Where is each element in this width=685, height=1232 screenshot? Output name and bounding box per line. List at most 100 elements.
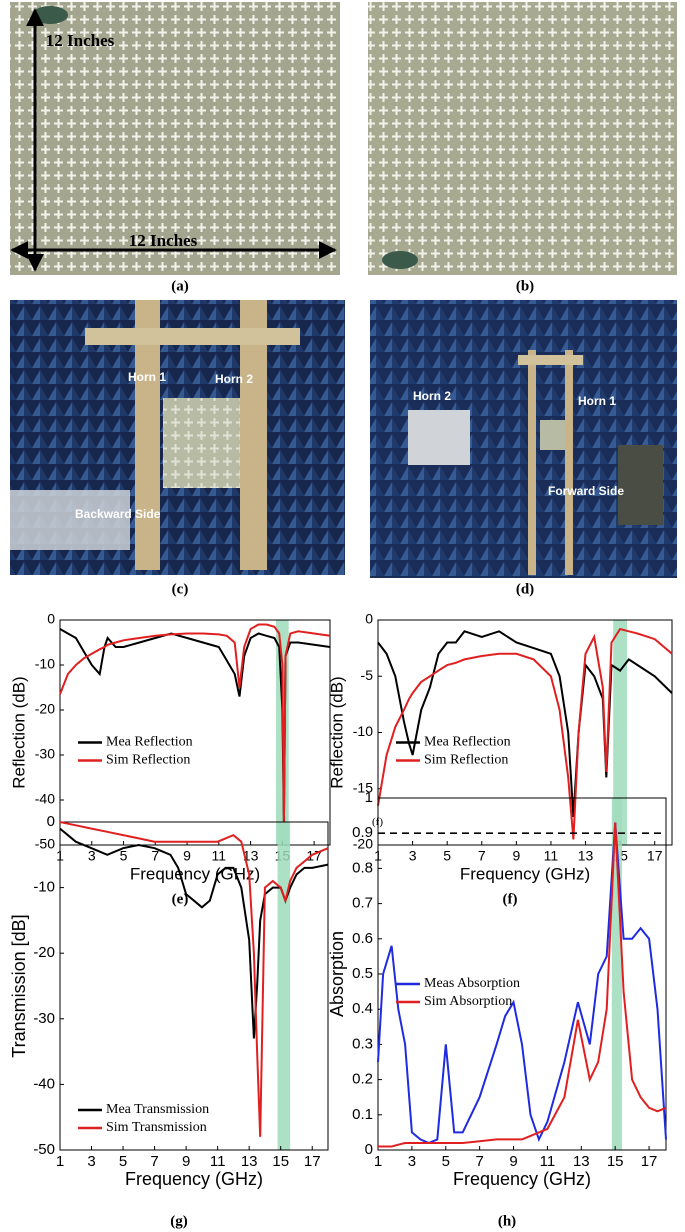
photo-label: Horn 1 [578, 394, 616, 408]
x-tick-label: 7 [151, 848, 159, 864]
x-tick-label: 17 [306, 848, 322, 864]
caption: (d) [516, 581, 534, 597]
y-tick-label: 0 [365, 1141, 373, 1158]
x-tick-label: 3 [88, 848, 96, 864]
x-tick-label: 13 [243, 848, 259, 864]
y-tick-label: -20 [35, 701, 55, 717]
caption: (e) [172, 891, 189, 907]
y-tick-label: -20 [33, 944, 55, 961]
x-axis-title: Frequency (GHz) [460, 864, 590, 883]
highlight-band [277, 822, 291, 1150]
x-tick-label: 9 [183, 848, 191, 864]
x-tick-label: 3 [87, 1153, 95, 1170]
x-tick-label: 15 [607, 1153, 624, 1170]
x-tick-label: 3 [408, 1153, 416, 1170]
y-axis-title: Transmission [dB] [9, 914, 29, 1057]
y-axis-title: Absorption [327, 931, 347, 1017]
plot-frame [59, 619, 331, 846]
x-tick-label: 9 [512, 848, 520, 864]
y-tick-label: -40 [35, 791, 55, 807]
y-tick-label: 0.6 [352, 930, 373, 947]
x-tick-label: 11 [212, 848, 227, 864]
series-line [378, 822, 667, 1148]
y-tick-label: -10 [33, 879, 55, 896]
x-tick-label: 13 [578, 848, 594, 864]
highlight-band [611, 798, 622, 1150]
photo-b [368, 2, 677, 275]
photo-a: 12 Inches 12 Inches [10, 2, 340, 275]
y-tick-label: -10 [35, 656, 55, 672]
x-tick-label: 3 [409, 848, 417, 864]
y-tick-label: -20 [353, 836, 373, 852]
y-tick-label: 0.4 [352, 1000, 373, 1017]
y-tick-label: -30 [33, 1010, 55, 1027]
x-tick-label: 5 [443, 848, 451, 864]
x-tick-label: 7 [478, 848, 486, 864]
y-tick-label: 1 [365, 789, 373, 806]
y-tick-label: 0.5 [352, 965, 373, 982]
y-axis-title: Reflection (dB) [9, 676, 28, 788]
y-tick-label: 0.1 [352, 1106, 373, 1123]
y-tick-label: -10 [353, 723, 373, 739]
x-tick-label: 7 [150, 1153, 158, 1170]
legend-label: Mea Transmission [106, 1102, 209, 1117]
series-line [377, 630, 673, 817]
photo-d: Horn 2 Horn 1 Forward Side [370, 300, 677, 578]
caption: (a) [171, 278, 189, 294]
x-tick-label: 9 [509, 1153, 517, 1170]
x-tick-label: 5 [442, 1153, 450, 1170]
x-tick-label: 17 [304, 1153, 321, 1170]
legend-label: Meas Absorption [424, 976, 520, 991]
series-line [59, 623, 331, 823]
y-tick-label: -5 [361, 667, 374, 683]
x-tick-label: 11 [544, 848, 559, 864]
series-line [377, 822, 667, 1145]
plot-frame [377, 619, 673, 846]
y-tick-label: -50 [33, 1141, 55, 1158]
highlight-band [613, 620, 628, 845]
x-tick-label: 13 [573, 1153, 590, 1170]
photo-c: Horn 1 Horn 2 Backward Side [10, 300, 345, 575]
x-tick-label: 15 [272, 1153, 289, 1170]
x-tick-label: 11 [210, 1153, 226, 1170]
x-tick-label: 13 [241, 1153, 258, 1170]
photo-label: Horn 2 [413, 389, 451, 403]
photo-label: Horn 1 [128, 370, 166, 384]
y-tick-label: 0.9 [352, 824, 373, 841]
y-tick-label: -50 [35, 836, 55, 852]
legend-label: Mea Reflection [424, 735, 511, 750]
x-tick-label: 1 [374, 1153, 382, 1170]
photo-label: Forward Side [548, 484, 624, 498]
x-axis-title: Frequency (GHz) [130, 864, 260, 883]
x-tick-label: 17 [647, 848, 663, 864]
caption: (g) [170, 1213, 188, 1229]
y-tick-label: 0.3 [352, 1035, 373, 1052]
y-tick-label: 0 [47, 813, 55, 830]
photo-label: Backward Side [75, 507, 161, 521]
caption: (h) [498, 1213, 516, 1229]
dimension-label: 12 Inches [46, 31, 115, 50]
y-tick-label: 0.7 [352, 895, 373, 912]
photo-label: Horn 2 [215, 372, 253, 386]
legend-label: Sim Absorption [424, 994, 512, 1009]
y-tick-label: -30 [35, 746, 55, 762]
legend-label: Sim Transmission [106, 1120, 207, 1135]
caption: (c) [172, 581, 189, 597]
caption: (f) [503, 891, 518, 907]
x-tick-label: 17 [641, 1153, 658, 1170]
caption: (b) [516, 278, 534, 294]
series-line [377, 627, 673, 840]
y-tick-label: 0.8 [352, 859, 373, 876]
legend-label: Sim Reflection [106, 753, 190, 768]
dimension-label: 12 Inches [129, 231, 198, 250]
y-tick-label: -40 [33, 1075, 55, 1092]
y-tick-label: 0 [365, 611, 373, 627]
plot-frame [59, 821, 329, 1151]
y-tick-label: 0 [47, 611, 55, 627]
x-tick-label: 11 [540, 1153, 556, 1170]
y-axis-title: Reflection (dB) [327, 676, 346, 788]
x-tick-label: 9 [182, 1153, 190, 1170]
legend-label: Mea Reflection [106, 735, 193, 750]
series-line [59, 628, 331, 823]
